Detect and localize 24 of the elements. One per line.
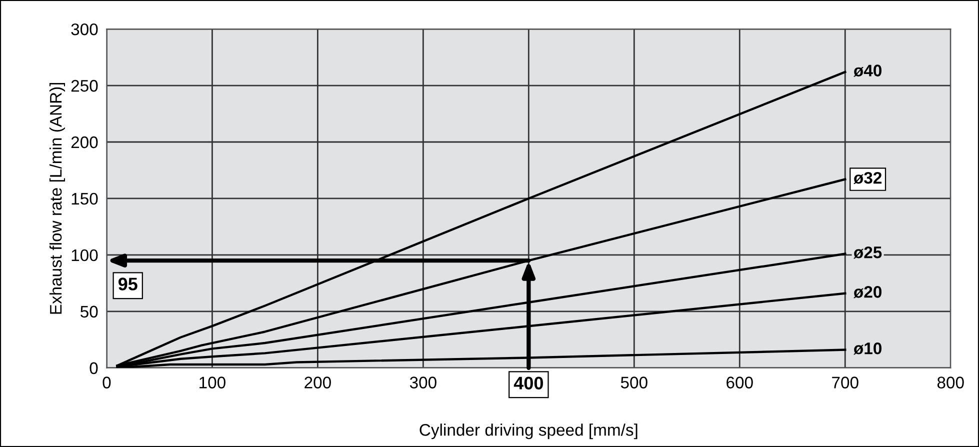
x-tick-label: 800 [937, 376, 964, 388]
x-tick-label: 200 [304, 376, 331, 388]
x-tick-label: 700 [832, 376, 858, 388]
y-tick-label: 100 [72, 249, 98, 262]
series-label: ø10 [853, 342, 882, 355]
y-tick-label: 0 [90, 362, 98, 374]
x-tick-label: 100 [200, 376, 226, 388]
x-tick-label: 0 [102, 376, 111, 388]
x-tick-label: 300 [410, 376, 436, 388]
y-tick-label: 200 [71, 136, 98, 148]
x-tick-label: 600 [726, 376, 753, 388]
series-label: ø40 [853, 64, 882, 77]
y-tick-label: 300 [71, 23, 98, 36]
x-tick-label: 400 [514, 376, 543, 390]
y-tick-label: 150 [72, 192, 98, 205]
series-label: ø32 [853, 172, 882, 184]
x-tick-label: 500 [620, 376, 648, 388]
y-tick-label: 250 [71, 80, 98, 92]
y-axis-title: Exhaust flow rate [L/min (ANR)] [49, 82, 66, 314]
series-label: ø20 [853, 286, 882, 298]
y-tick-label: 50 [80, 306, 98, 318]
series-label: ø25 [853, 246, 882, 259]
x-axis-title: Cylinder driving speed [mm/s] [420, 424, 638, 440]
annotation: 95 [118, 278, 138, 290]
